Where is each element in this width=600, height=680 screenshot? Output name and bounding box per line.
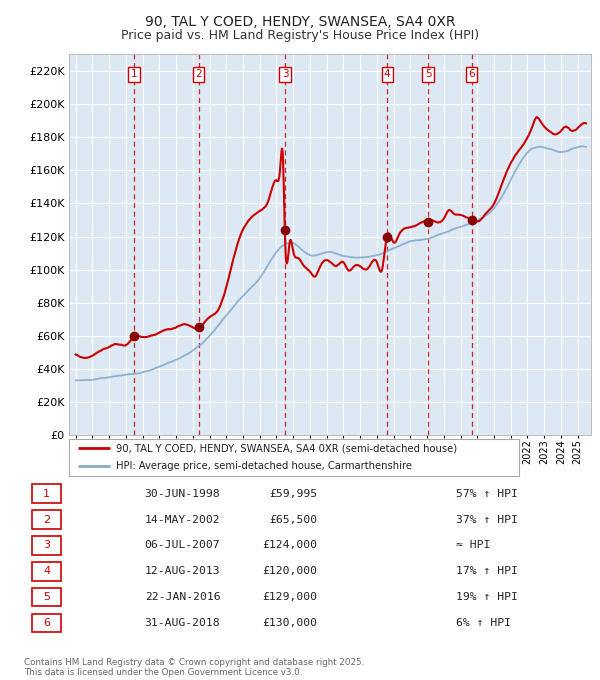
FancyBboxPatch shape [32,562,61,581]
Text: 31-AUG-2018: 31-AUG-2018 [145,618,220,628]
Text: 6: 6 [468,69,475,80]
FancyBboxPatch shape [32,588,61,607]
Text: ≈ HPI: ≈ HPI [456,541,490,550]
Text: £120,000: £120,000 [263,566,317,576]
FancyBboxPatch shape [32,510,61,529]
Text: 4: 4 [384,69,391,80]
FancyBboxPatch shape [32,613,61,632]
Text: 30-JUN-1998: 30-JUN-1998 [145,489,220,498]
Text: 22-JAN-2016: 22-JAN-2016 [145,592,220,602]
Text: 06-JUL-2007: 06-JUL-2007 [145,541,220,550]
Text: 57% ↑ HPI: 57% ↑ HPI [456,489,518,498]
Text: 6: 6 [43,618,50,628]
Text: £65,500: £65,500 [269,515,317,524]
Text: £129,000: £129,000 [263,592,317,602]
FancyBboxPatch shape [32,484,61,503]
Text: 2: 2 [43,515,50,524]
Text: 19% ↑ HPI: 19% ↑ HPI [456,592,518,602]
Text: HPI: Average price, semi-detached house, Carmarthenshire: HPI: Average price, semi-detached house,… [116,461,412,471]
Text: Contains HM Land Registry data © Crown copyright and database right 2025.
This d: Contains HM Land Registry data © Crown c… [24,658,364,677]
Text: 3: 3 [281,69,289,80]
Text: 17% ↑ HPI: 17% ↑ HPI [456,566,518,576]
Text: 90, TAL Y COED, HENDY, SWANSEA, SA4 0XR: 90, TAL Y COED, HENDY, SWANSEA, SA4 0XR [145,15,455,29]
Text: £124,000: £124,000 [263,541,317,550]
Text: £130,000: £130,000 [263,618,317,628]
Text: 4: 4 [43,566,50,576]
Text: 37% ↑ HPI: 37% ↑ HPI [456,515,518,524]
Text: 5: 5 [425,69,431,80]
Text: 1: 1 [43,489,50,498]
Text: 14-MAY-2002: 14-MAY-2002 [145,515,220,524]
Text: 90, TAL Y COED, HENDY, SWANSEA, SA4 0XR (semi-detached house): 90, TAL Y COED, HENDY, SWANSEA, SA4 0XR … [116,443,457,454]
Text: 6% ↑ HPI: 6% ↑ HPI [456,618,511,628]
Text: 1: 1 [131,69,137,80]
Text: £59,995: £59,995 [269,489,317,498]
FancyBboxPatch shape [32,536,61,555]
Text: Price paid vs. HM Land Registry's House Price Index (HPI): Price paid vs. HM Land Registry's House … [121,29,479,41]
Text: 2: 2 [196,69,202,80]
Text: 12-AUG-2013: 12-AUG-2013 [145,566,220,576]
Text: 5: 5 [43,592,50,602]
Text: 3: 3 [43,541,50,550]
